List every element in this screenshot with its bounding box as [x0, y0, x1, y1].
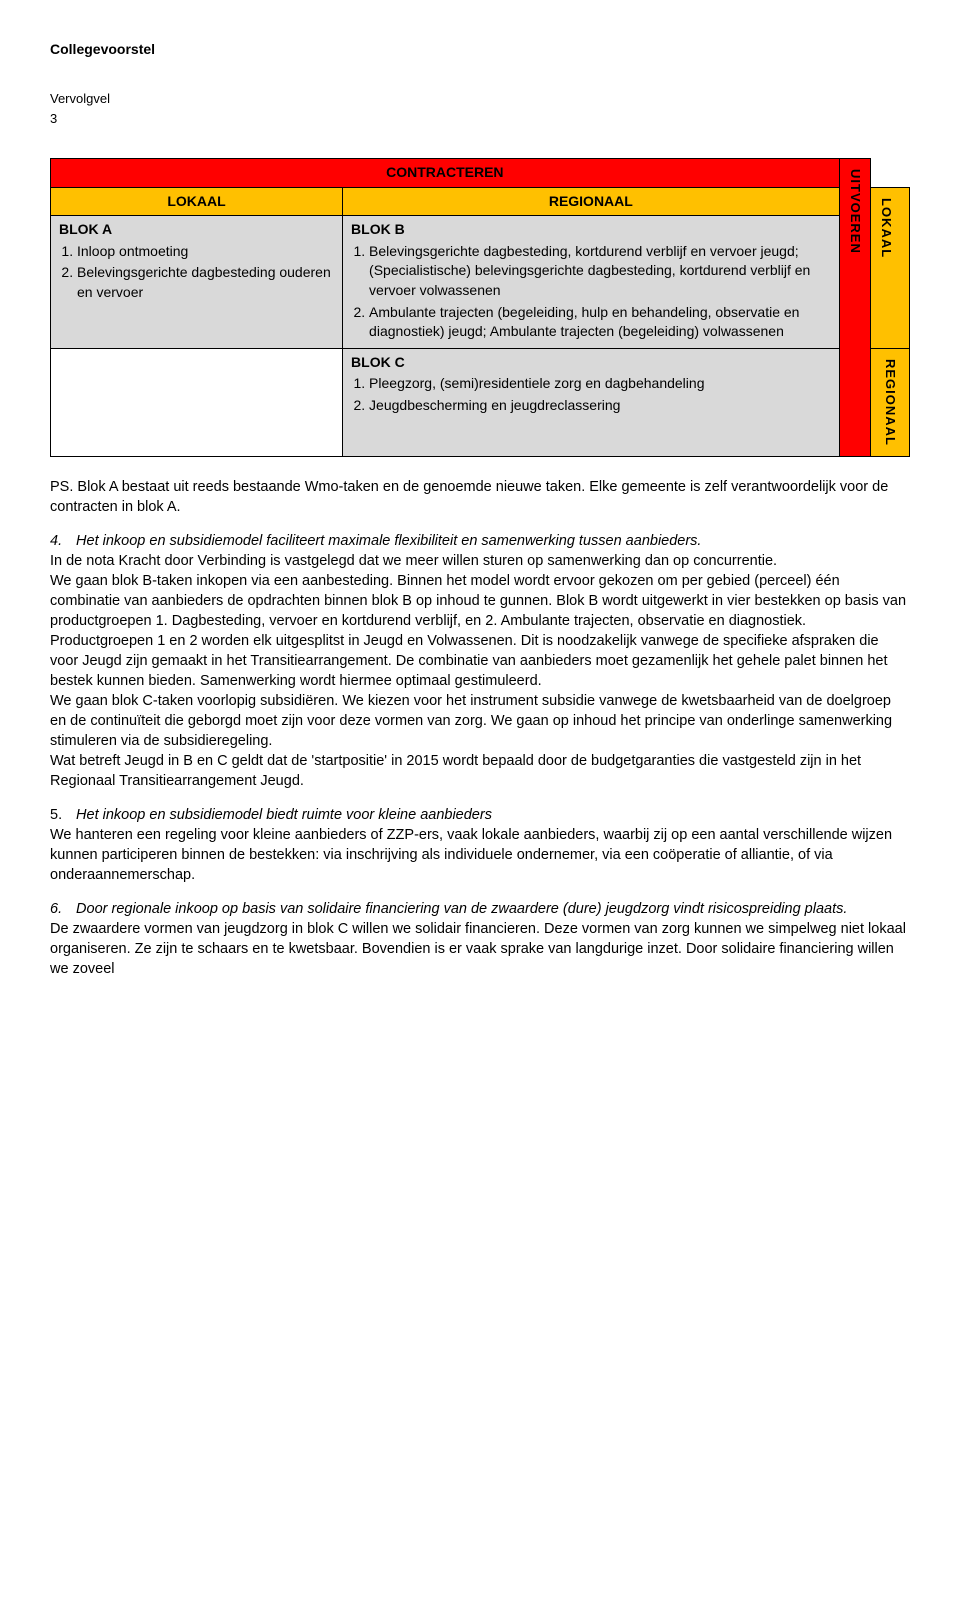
doc-title: Collegevoorstel [50, 40, 910, 60]
section-4-title: Het inkoop en subsidiemodel faciliteert … [76, 533, 701, 549]
blok-c-title: BLOK C [351, 353, 831, 373]
col-lokaal: LOKAAL [51, 187, 343, 216]
contracteren-table: CONTRACTEREN UITVOEREN LOKAAL REGIONAAL … [50, 158, 910, 457]
section-4-body: In de nota Kracht door Verbinding is vas… [50, 551, 910, 791]
page-number: 3 [50, 110, 910, 128]
top-header: CONTRACTEREN [51, 158, 840, 187]
blok-b-cell: BLOK B Belevingsgerichte dagbesteding, k… [343, 216, 840, 349]
section-5-num: 5. [50, 805, 72, 825]
blok-c-item: Jeugdbescherming en jeugdreclassering [369, 396, 831, 416]
section-6-title: Door regionale inkoop op basis van solid… [76, 901, 847, 917]
section-5-body: We hanteren een regeling voor kleine aan… [50, 825, 910, 885]
section-4-num: 4. [50, 531, 72, 551]
section-6-num: 6. [50, 899, 72, 919]
blok-b-item: Belevingsgerichte dagbesteding, kortdure… [369, 242, 831, 301]
section-4-heading: 4. Het inkoop en subsidiemodel facilitee… [50, 531, 910, 551]
blok-a-cell: BLOK A Inloop ontmoeting Belevingsgerich… [51, 216, 343, 349]
blok-a-item: Belevingsgerichte dagbesteding ouderen e… [77, 263, 334, 302]
section-6-heading: 6. Door regionale inkoop op basis van so… [50, 899, 910, 919]
side-regionaal: REGIONAAL [879, 353, 901, 452]
side-uitvoeren: UITVOEREN [844, 163, 866, 260]
section-5-heading: 5. Het inkoop en subsidiemodel biedt rui… [50, 805, 910, 825]
blok-c-item: Pleegzorg, (semi)residentiele zorg en da… [369, 374, 831, 394]
col-regionaal: REGIONAAL [343, 187, 840, 216]
section-5-title: Het inkoop en subsidiemodel biedt ruimte… [76, 807, 492, 823]
section-6-body: De zwaardere vormen van jeugdzorg in blo… [50, 919, 910, 979]
vervolg-label: Vervolgvel [50, 90, 910, 108]
side-lokaal: LOKAAL [875, 192, 897, 264]
blok-a-item: Inloop ontmoeting [77, 242, 334, 262]
empty-cell [51, 348, 343, 456]
blok-b-item: Ambulante trajecten (begeleiding, hulp e… [369, 303, 831, 342]
blok-c-cell: BLOK C Pleegzorg, (semi)residentiele zor… [343, 348, 840, 456]
ps-paragraph: PS. Blok A bestaat uit reeds bestaande W… [50, 477, 910, 517]
blok-a-title: BLOK A [59, 220, 334, 240]
blok-b-title: BLOK B [351, 220, 831, 240]
